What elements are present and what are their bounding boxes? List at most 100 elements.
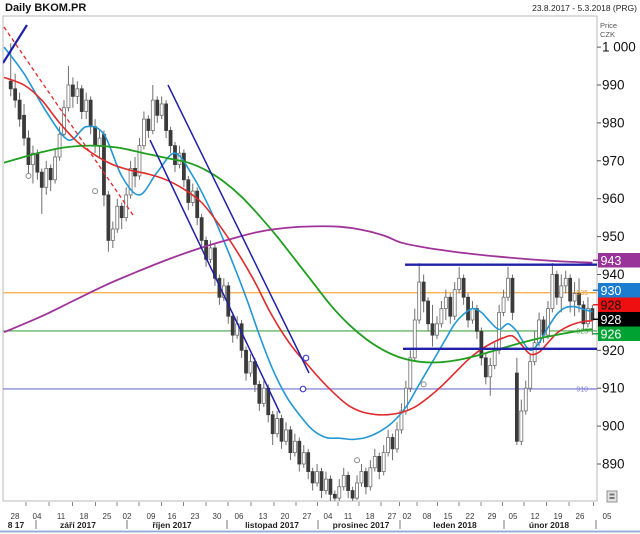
price-tick-label: 980 xyxy=(602,115,625,130)
ma-medium-line xyxy=(3,76,593,416)
candle xyxy=(208,247,213,260)
candle xyxy=(448,296,453,317)
day-label: 26 xyxy=(576,512,585,521)
candle xyxy=(150,99,155,131)
axis-currency-label: CZK xyxy=(600,30,615,39)
month-label: únor 2018 xyxy=(529,520,569,530)
axis-corner-button[interactable] xyxy=(606,490,618,503)
channel-line-upper[interactable] xyxy=(167,84,310,374)
candle xyxy=(17,99,22,120)
candle xyxy=(439,308,444,325)
price-tag-label: 928 xyxy=(601,313,622,327)
trendline-red-dashed[interactable] xyxy=(3,26,134,216)
candle xyxy=(417,281,422,321)
candle xyxy=(346,474,351,491)
chart-date-range: 23.8.2017 - 5.3.2018 (PRG) xyxy=(532,3,637,13)
candle xyxy=(341,474,346,488)
candle xyxy=(395,429,399,450)
candle xyxy=(461,277,466,298)
candle xyxy=(399,410,404,431)
channel-line-lower[interactable] xyxy=(149,139,281,414)
month-label: leden 2018 xyxy=(433,520,477,530)
day-label: 16 xyxy=(168,512,177,521)
candle xyxy=(528,361,533,389)
price-tick-label: 950 xyxy=(602,229,625,244)
price-tick-label: 960 xyxy=(602,191,625,206)
candle xyxy=(315,471,319,484)
month-label: říjen 2017 xyxy=(152,520,191,530)
candle xyxy=(284,429,288,442)
candle xyxy=(532,342,537,363)
candle xyxy=(164,103,169,131)
candle xyxy=(426,300,430,325)
day-label: 04 xyxy=(324,512,333,521)
candle xyxy=(452,289,457,317)
signal-marker xyxy=(420,381,427,388)
line-handle[interactable] xyxy=(299,385,307,393)
price-tick-label: 990 xyxy=(602,78,625,93)
price-tag-label: 930 xyxy=(601,284,622,298)
candle xyxy=(554,274,559,298)
price-tick-label: 1 000 xyxy=(602,40,636,55)
candle xyxy=(173,145,177,165)
day-label: 30 xyxy=(213,512,222,521)
signal-marker xyxy=(92,188,99,195)
day-label: 27 xyxy=(303,512,312,521)
price-tag-label: 943 xyxy=(601,254,622,268)
candle xyxy=(297,440,302,465)
candle xyxy=(492,349,497,366)
price-tick-label: 890 xyxy=(602,457,625,472)
candle xyxy=(48,167,53,181)
candle xyxy=(546,308,550,336)
candle xyxy=(57,133,62,158)
candle xyxy=(270,414,275,435)
candle xyxy=(248,361,253,374)
day-label: 18 xyxy=(366,512,375,521)
candle xyxy=(146,118,151,131)
price-tag xyxy=(598,283,640,298)
plot-area[interactable] xyxy=(2,15,598,502)
candle xyxy=(475,308,479,332)
candle xyxy=(488,365,493,378)
day-label: 23 xyxy=(191,512,200,521)
candle xyxy=(8,80,13,90)
candle xyxy=(115,205,120,230)
candle xyxy=(390,437,395,450)
day-label: 11 xyxy=(57,512,66,521)
candle xyxy=(75,88,80,97)
price-tick-label: 920 xyxy=(602,343,625,358)
candle xyxy=(199,217,204,241)
candle xyxy=(253,361,257,385)
day-label: 12 xyxy=(531,512,540,521)
candle xyxy=(377,456,382,472)
chart-titlebar: Daily BKOM.PR 23.8.2017 - 5.3.2018 (PRG) xyxy=(0,0,640,16)
day-label: 11 xyxy=(344,512,353,521)
candle xyxy=(550,274,555,310)
candle xyxy=(310,471,315,484)
candle xyxy=(244,349,248,374)
axis-corner-button-glyph-icon xyxy=(609,493,615,496)
day-label: 06 xyxy=(235,512,244,521)
candle xyxy=(372,456,377,469)
price-tag-label: 928 xyxy=(601,299,622,313)
line-handle[interactable] xyxy=(302,354,310,362)
month-label: prosinec 2017 xyxy=(333,520,390,530)
candle xyxy=(559,285,564,298)
candle xyxy=(39,171,44,188)
candle xyxy=(359,471,364,484)
candle xyxy=(523,387,528,412)
candle xyxy=(581,304,586,325)
trendline-short-up[interactable] xyxy=(3,24,28,64)
candle xyxy=(26,137,31,165)
candle xyxy=(44,167,49,188)
candle xyxy=(261,387,266,404)
candle xyxy=(137,145,142,177)
candle xyxy=(97,137,102,147)
candle xyxy=(119,205,124,219)
price-tag-label: 926 xyxy=(601,328,622,342)
candle xyxy=(66,84,71,109)
candle xyxy=(435,323,439,336)
price-tag xyxy=(598,312,640,327)
candle xyxy=(470,308,475,321)
